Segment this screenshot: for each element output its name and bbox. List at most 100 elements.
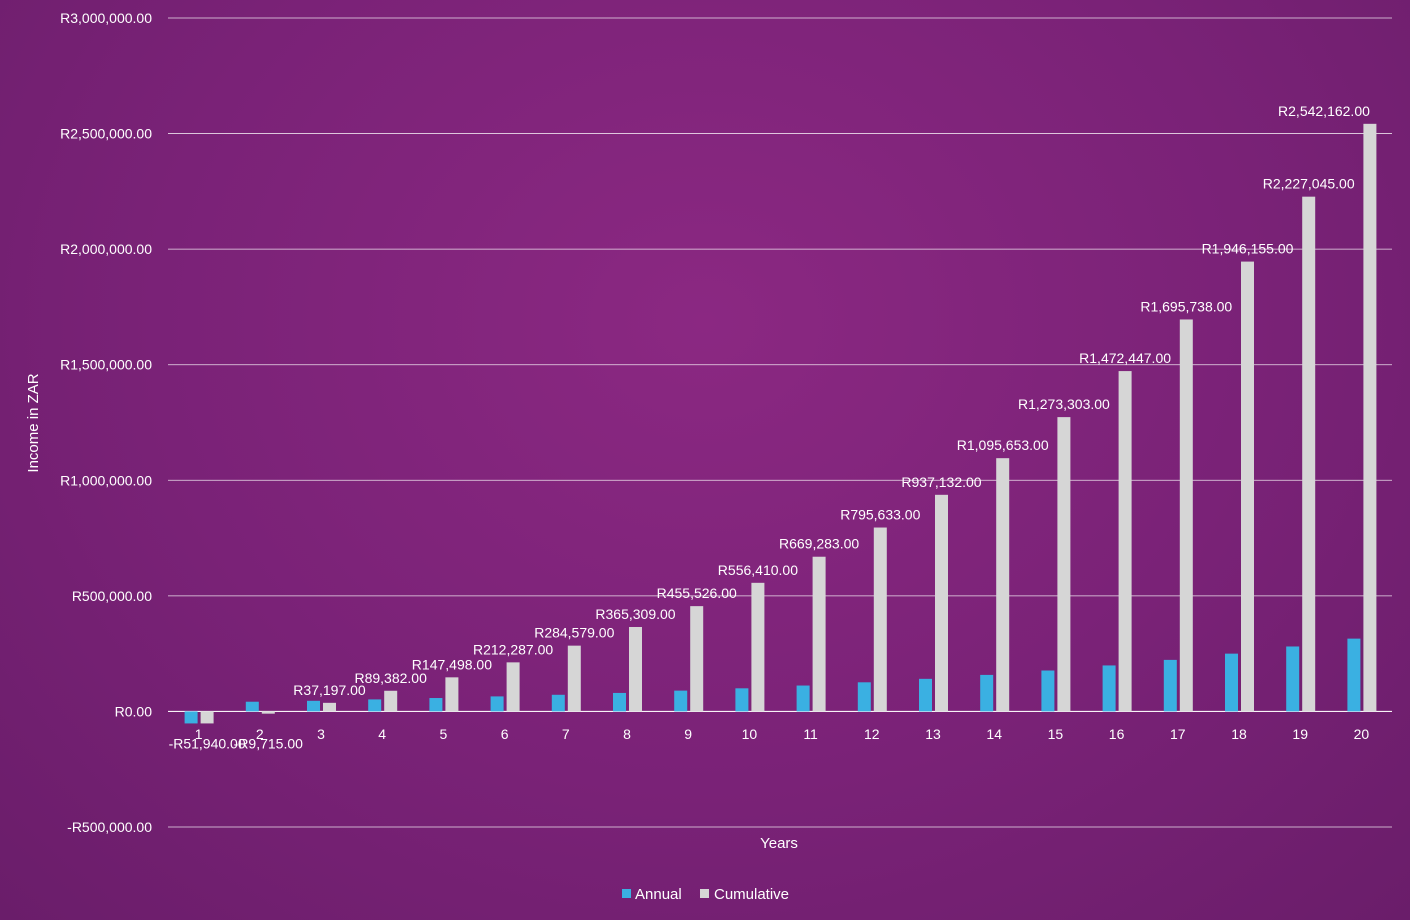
y-tick-label: R3,000,000.00 [60, 10, 152, 26]
bar-cumulative [445, 677, 459, 712]
bar-cumulative [690, 606, 704, 712]
x-tick-label: 1 [195, 726, 203, 742]
bar-cumulative [812, 556, 826, 712]
data-label-cumulative: R937,132.00 [901, 474, 981, 490]
data-label-cumulative: R2,227,045.00 [1263, 176, 1355, 192]
data-labels: -R51,940.00-R9,715.00 R37,197.00R89,382.0… [169, 103, 1371, 752]
bar-cumulative [567, 645, 581, 712]
x-axis-ticks: 1 2 3 4 5 6 7 8 9 10 11 12 13 14 15 16 17 18 19 20 [195, 726, 1370, 742]
x-tick-label: 2 [256, 726, 264, 742]
bar-cumulative [506, 662, 520, 712]
data-label-cumulative: R1,695,738.00 [1140, 298, 1232, 314]
data-label-cumulative: R669,283.00 [779, 536, 859, 552]
legend-swatch-annual [622, 889, 631, 898]
legend: Annual Cumulative [622, 886, 789, 903]
bar-cumulative [1302, 196, 1316, 712]
bar-cumulative [261, 711, 275, 714]
bar-annual [674, 690, 688, 712]
x-tick-label: 3 [317, 726, 325, 742]
x-tick-label: 15 [1048, 726, 1064, 742]
data-label-cumulative: R284,579.00 [534, 625, 614, 641]
data-label-cumulative: R1,095,653.00 [957, 437, 1049, 453]
bar-annual [1163, 659, 1177, 712]
bar-cumulative [996, 458, 1010, 712]
data-label-cumulative: R2,542,162.00 [1278, 103, 1370, 119]
bar-cumulative [873, 527, 887, 712]
bar-cumulative [200, 711, 214, 724]
x-tick-label: 5 [440, 726, 448, 742]
bar-annual [796, 685, 810, 712]
bar-annual [551, 694, 565, 712]
y-tick-label: R1,000,000.00 [60, 472, 152, 488]
data-label-cumulative: R1,273,303.00 [1018, 396, 1110, 412]
bar-annual [245, 701, 259, 712]
x-tick-label: 14 [986, 726, 1002, 742]
bar-annual [184, 711, 198, 724]
legend-label-annual: Annual [635, 886, 682, 903]
y-axis-title: Income in ZAR [25, 373, 42, 472]
x-tick-label: 19 [1292, 726, 1308, 742]
data-label-cumulative: R1,946,155.00 [1202, 241, 1294, 257]
bar-annual [857, 682, 871, 712]
legend-swatch-cumulative [700, 889, 709, 898]
y-tick-label: R500,000.00 [72, 588, 152, 604]
bar-annual [429, 698, 443, 712]
bars [184, 123, 1377, 724]
data-label-cumulative: R37,197.00 [293, 682, 366, 698]
bar-annual [307, 700, 320, 712]
x-tick-label: 20 [1354, 726, 1370, 742]
x-tick-label: 7 [562, 726, 570, 742]
x-axis-title: Years [760, 835, 798, 852]
data-label-cumulative: -R9,715.00 [234, 735, 303, 751]
data-label-cumulative: R147,498.00 [412, 656, 492, 672]
bar-annual [1225, 653, 1238, 712]
bar-annual [1102, 665, 1116, 712]
x-tick-label: 18 [1231, 726, 1247, 742]
x-tick-label: 13 [925, 726, 941, 742]
data-label-cumulative: R795,633.00 [840, 507, 920, 523]
x-tick-label: 4 [378, 726, 386, 742]
x-tick-label: 12 [864, 726, 880, 742]
bar-annual [735, 688, 749, 712]
bar-annual [1347, 638, 1361, 712]
data-label-cumulative: R1,472,447.00 [1079, 350, 1171, 366]
y-tick-label: -R500,000.00 [67, 819, 152, 835]
bar-cumulative [1179, 319, 1193, 712]
bar-cumulative [1118, 371, 1132, 712]
bar-annual [1041, 670, 1055, 712]
legend-label-cumulative: Cumulative [714, 886, 789, 903]
x-tick-label: 8 [623, 726, 631, 742]
bar-annual [490, 696, 504, 712]
x-tick-label: 17 [1170, 726, 1186, 742]
x-tick-label: 16 [1109, 726, 1125, 742]
data-label-cumulative: R89,382.00 [354, 670, 427, 686]
bar-cumulative [629, 626, 642, 712]
bar-cumulative [1363, 123, 1377, 712]
y-tick-label: R2,000,000.00 [60, 241, 152, 257]
bar-annual [368, 699, 382, 712]
bar-cumulative [1241, 261, 1254, 712]
bar-cumulative [384, 690, 398, 712]
data-label-cumulative: R365,309.00 [595, 606, 675, 622]
y-axis-ticks: -R500,000.00 R0.00 R500,000.00 R1,000,000.0… [60, 10, 152, 835]
x-tick-label: 6 [501, 726, 509, 742]
y-tick-label: R2,500,000.00 [60, 126, 152, 142]
bar-annual [980, 674, 994, 712]
bar-cumulative [935, 494, 948, 712]
y-tick-label: R1,500,000.00 [60, 357, 152, 373]
x-tick-label: 9 [684, 726, 692, 742]
x-tick-label: 10 [742, 726, 758, 742]
data-label-cumulative: R455,526.00 [657, 585, 737, 601]
y-tick-label: R0.00 [115, 703, 153, 719]
bar-cumulative [1057, 417, 1071, 712]
bar-annual [613, 692, 626, 712]
bar-cumulative [323, 702, 336, 712]
x-tick-label: 11 [803, 726, 818, 742]
bar-cumulative [751, 582, 765, 712]
data-label-cumulative: R556,410.00 [718, 562, 798, 578]
data-label-cumulative: R212,287.00 [473, 641, 553, 657]
bar-annual [919, 678, 932, 712]
bar-annual [1286, 646, 1300, 712]
data-label-cumulative: -R51,940.00 [169, 735, 246, 751]
